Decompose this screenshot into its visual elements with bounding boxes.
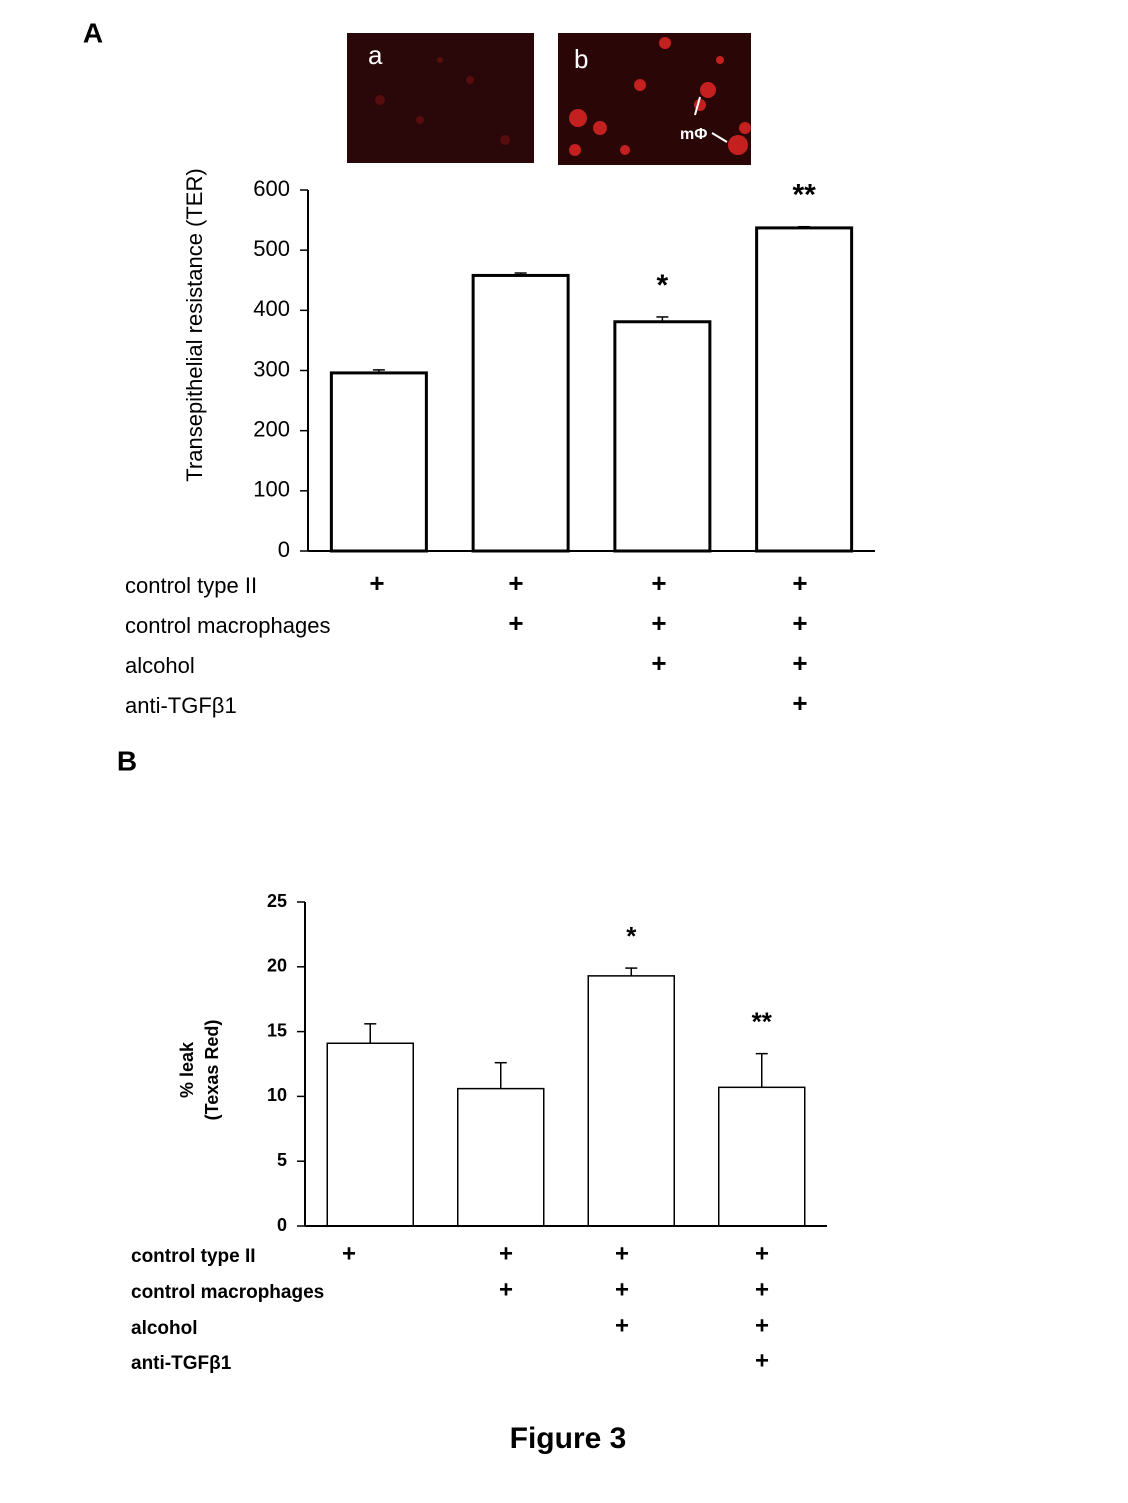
significance: ** (752, 1007, 773, 1037)
condition-label: control macrophages (131, 1282, 324, 1303)
y-tick-label: 100 (253, 477, 290, 502)
significance: * (657, 269, 669, 302)
bar (613, 320, 712, 553)
cells-b (569, 37, 751, 156)
y-axis-label: Transepithelial resistance (TER) (182, 168, 207, 481)
y-tick-label: 0 (277, 1215, 287, 1235)
condition-label: anti-TGFβ1 (125, 693, 237, 718)
condition-mark: + (615, 1276, 629, 1303)
y-tick-label: 500 (253, 236, 290, 261)
condition-mark: + (755, 1240, 769, 1267)
condition-label: control type II (125, 573, 257, 598)
image-annotation: mΦ (680, 126, 707, 143)
image-label: b (574, 44, 588, 74)
significance: * (626, 921, 637, 951)
condition-mark: + (792, 648, 807, 678)
y-tick-label: 600 (253, 176, 290, 201)
caption: Figure 3 (510, 1422, 627, 1455)
condition-mark: + (499, 1240, 513, 1267)
condition-mark: + (755, 1312, 769, 1339)
y-tick-label: 5 (277, 1150, 287, 1170)
condition-mark: + (651, 608, 666, 638)
condition-label: alcohol (125, 653, 195, 678)
condition-mark: + (651, 648, 666, 678)
condition-mark: + (792, 568, 807, 598)
condition-mark: + (792, 688, 807, 718)
condition-mark: + (342, 1240, 356, 1267)
arrow (694, 96, 701, 116)
condition-label: control macrophages (125, 613, 330, 638)
condition-mark: + (508, 608, 523, 638)
micrograph-b (558, 33, 751, 165)
image-label: a (368, 40, 383, 70)
condition-label: control type II (131, 1246, 256, 1267)
condition-mark: + (615, 1240, 629, 1267)
y-tick-label: 400 (253, 296, 290, 321)
condition-mark: + (499, 1276, 513, 1303)
arrow (711, 132, 728, 143)
y-tick-label: 300 (253, 356, 290, 381)
y-tick-label: 20 (267, 956, 287, 976)
condition-label: anti-TGFβ1 (131, 1353, 232, 1374)
condition-mark: + (615, 1312, 629, 1339)
bar (471, 273, 570, 553)
y-tick-label: 200 (253, 416, 290, 441)
condition-mark: + (755, 1347, 769, 1374)
bar (329, 371, 428, 553)
condition-mark: + (651, 568, 666, 598)
y-tick-label: 0 (278, 537, 290, 562)
panel-label: B (117, 745, 137, 776)
panel-label: A (83, 17, 103, 48)
condition-mark: + (792, 608, 807, 638)
y-axis-label: % leak (177, 1041, 197, 1098)
significance: ** (792, 179, 816, 212)
y-tick-label: 25 (267, 891, 287, 911)
bar (718, 1086, 806, 1227)
condition-label: alcohol (131, 1318, 198, 1339)
y-tick-label: 10 (267, 1085, 287, 1105)
condition-mark: + (755, 1276, 769, 1303)
bar (326, 1042, 414, 1227)
bar (587, 975, 675, 1227)
bar (755, 226, 854, 553)
condition-mark: + (508, 568, 523, 598)
bar (457, 1087, 545, 1227)
y-axis-label: (Texas Red) (202, 1020, 222, 1121)
y-tick-label: 15 (267, 1020, 287, 1040)
condition-mark: + (369, 568, 384, 598)
cells-a (375, 57, 510, 145)
